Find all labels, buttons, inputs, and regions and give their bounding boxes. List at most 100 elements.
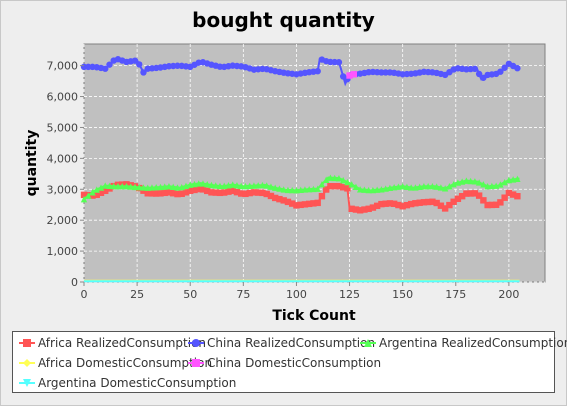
data-point bbox=[89, 189, 96, 196]
data-point bbox=[475, 70, 483, 78]
data-point bbox=[420, 182, 428, 190]
data-point bbox=[433, 199, 440, 207]
data-point bbox=[514, 192, 521, 200]
data-point bbox=[212, 182, 219, 189]
legend-label: Africa DomesticConsumption bbox=[38, 356, 213, 370]
data-point bbox=[382, 200, 389, 207]
data-point bbox=[390, 183, 398, 191]
data-point bbox=[322, 176, 330, 183]
data-point bbox=[407, 200, 415, 208]
data-point bbox=[348, 181, 355, 188]
data-point bbox=[131, 183, 139, 191]
data-point bbox=[475, 179, 483, 186]
x-tick-label: 175 bbox=[445, 288, 466, 301]
data-point bbox=[170, 183, 177, 190]
data-point bbox=[242, 190, 249, 198]
legend-item: Argentina RealizedConsumption bbox=[360, 336, 567, 350]
data-point bbox=[373, 186, 381, 193]
data-point bbox=[106, 61, 113, 68]
data-point bbox=[157, 183, 164, 191]
y-tick-label: 0 bbox=[71, 276, 78, 289]
data-point bbox=[148, 190, 156, 197]
data-point bbox=[208, 181, 215, 189]
data-point bbox=[310, 200, 317, 207]
data-point bbox=[97, 184, 105, 191]
data-point bbox=[89, 192, 96, 199]
data-point bbox=[271, 194, 279, 202]
x-tick-label: 75 bbox=[236, 288, 250, 301]
data-point bbox=[505, 189, 513, 197]
data-point bbox=[497, 68, 504, 75]
data-point bbox=[471, 65, 479, 73]
data-point bbox=[344, 185, 351, 192]
data-point bbox=[350, 71, 358, 78]
data-point bbox=[437, 184, 445, 191]
data-point bbox=[471, 190, 479, 197]
data-point bbox=[276, 195, 283, 203]
data-point bbox=[263, 182, 270, 189]
series-1 bbox=[80, 56, 521, 87]
data-point bbox=[501, 194, 508, 201]
data-point bbox=[420, 199, 428, 206]
data-point bbox=[123, 182, 130, 190]
data-point bbox=[305, 185, 313, 193]
data-point bbox=[204, 181, 211, 188]
y-tick-label: 4,000 bbox=[47, 152, 79, 165]
data-point bbox=[297, 186, 304, 194]
x-tick-label: 200 bbox=[498, 288, 519, 301]
data-point bbox=[263, 190, 270, 198]
data-point bbox=[280, 186, 287, 193]
data-point bbox=[191, 186, 198, 194]
data-point bbox=[399, 203, 406, 210]
data-point bbox=[80, 195, 88, 203]
data-point bbox=[144, 184, 151, 191]
data-point bbox=[208, 189, 215, 196]
data-point bbox=[395, 201, 402, 209]
y-tick-label: 7,000 bbox=[47, 60, 79, 73]
data-point bbox=[148, 184, 156, 191]
series-4 bbox=[346, 71, 358, 79]
data-point bbox=[136, 184, 143, 191]
x-tick-label: 150 bbox=[392, 288, 413, 301]
data-point bbox=[195, 180, 202, 187]
data-point bbox=[255, 182, 262, 189]
legend-marker bbox=[364, 339, 372, 347]
data-point bbox=[271, 184, 279, 191]
series-0 bbox=[80, 181, 521, 214]
legend-label: Africa RealizedConsumption bbox=[38, 336, 207, 350]
data-point bbox=[140, 184, 147, 191]
data-point bbox=[238, 190, 245, 197]
data-point bbox=[301, 201, 309, 208]
data-point bbox=[119, 182, 126, 190]
data-point bbox=[267, 183, 275, 190]
data-point bbox=[182, 189, 190, 196]
data-point bbox=[238, 182, 245, 190]
data-point bbox=[327, 182, 334, 190]
data-point bbox=[322, 186, 330, 193]
data-point bbox=[165, 182, 173, 190]
data-point bbox=[488, 201, 496, 209]
legend-item: China DomesticConsumption bbox=[188, 356, 381, 370]
data-point bbox=[233, 182, 241, 189]
legend-item: Africa RealizedConsumption bbox=[19, 336, 206, 350]
legend-label: China RealizedConsumption bbox=[207, 336, 376, 350]
data-point bbox=[441, 185, 449, 192]
data-point bbox=[280, 197, 287, 204]
data-point bbox=[433, 183, 440, 190]
data-point bbox=[161, 183, 168, 190]
legend-label: China DomesticConsumption bbox=[207, 356, 382, 370]
data-point bbox=[199, 180, 207, 187]
legend-swatch bbox=[19, 359, 35, 367]
data-point bbox=[284, 198, 292, 206]
data-point bbox=[204, 187, 211, 195]
data-point bbox=[288, 186, 296, 194]
data-point bbox=[102, 187, 109, 195]
data-point bbox=[310, 185, 317, 193]
data-point bbox=[441, 205, 449, 212]
data-point bbox=[174, 184, 181, 191]
data-point bbox=[458, 192, 466, 200]
data-point bbox=[386, 200, 394, 207]
x-tick-label: 125 bbox=[339, 288, 360, 301]
data-point bbox=[250, 182, 258, 189]
